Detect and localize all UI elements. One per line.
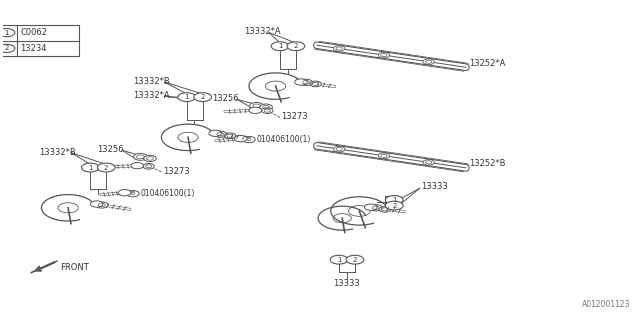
Circle shape xyxy=(214,131,227,137)
Text: 010406100(1): 010406100(1) xyxy=(257,135,311,144)
Text: 2: 2 xyxy=(392,203,396,209)
Text: 2: 2 xyxy=(294,43,298,49)
Circle shape xyxy=(260,104,273,110)
Text: 13333: 13333 xyxy=(422,182,448,191)
Circle shape xyxy=(95,202,108,208)
Circle shape xyxy=(369,205,382,211)
Circle shape xyxy=(250,102,264,109)
Text: 13273: 13273 xyxy=(281,112,307,121)
Text: A012001123: A012001123 xyxy=(582,300,631,309)
Text: FRONT: FRONT xyxy=(60,263,88,272)
Text: 2: 2 xyxy=(4,45,9,52)
Circle shape xyxy=(385,196,403,204)
Text: 1: 1 xyxy=(4,30,9,36)
Circle shape xyxy=(378,52,390,58)
Circle shape xyxy=(90,201,103,207)
Circle shape xyxy=(364,204,377,210)
Circle shape xyxy=(143,164,154,169)
Circle shape xyxy=(178,93,196,101)
Circle shape xyxy=(209,130,221,136)
Circle shape xyxy=(300,79,312,85)
Text: 2: 2 xyxy=(104,164,108,171)
Text: 1: 1 xyxy=(278,43,282,49)
Text: C0062: C0062 xyxy=(20,28,47,37)
Text: 13333: 13333 xyxy=(333,279,360,288)
Text: 2: 2 xyxy=(200,94,205,100)
Text: 13332*B: 13332*B xyxy=(40,148,76,156)
Text: 13234: 13234 xyxy=(20,44,47,53)
Circle shape xyxy=(346,255,364,264)
Text: 13273: 13273 xyxy=(163,166,189,175)
Text: 13256: 13256 xyxy=(97,145,123,154)
Circle shape xyxy=(243,136,255,143)
Circle shape xyxy=(385,201,403,210)
Circle shape xyxy=(249,107,262,114)
Text: 13332*A: 13332*A xyxy=(133,91,170,100)
Text: 2: 2 xyxy=(353,257,357,263)
Circle shape xyxy=(0,28,15,37)
Circle shape xyxy=(0,44,15,52)
Circle shape xyxy=(127,190,139,197)
Circle shape xyxy=(131,163,143,169)
Text: 010406100(1): 010406100(1) xyxy=(140,189,195,198)
Text: B: B xyxy=(247,137,251,142)
Circle shape xyxy=(310,81,321,87)
Text: 13256: 13256 xyxy=(212,94,239,103)
Text: B: B xyxy=(131,191,135,196)
Text: 13252*A: 13252*A xyxy=(469,59,506,68)
Circle shape xyxy=(379,206,390,212)
Circle shape xyxy=(194,93,211,101)
Circle shape xyxy=(287,42,305,51)
Circle shape xyxy=(143,155,156,162)
Circle shape xyxy=(118,189,131,196)
Text: 13332*B: 13332*B xyxy=(133,77,170,86)
Circle shape xyxy=(234,135,247,142)
Bar xyxy=(0,25,79,56)
Circle shape xyxy=(378,153,390,159)
Circle shape xyxy=(224,133,236,139)
Text: 1: 1 xyxy=(337,257,341,263)
Text: 1: 1 xyxy=(184,94,189,100)
Circle shape xyxy=(330,255,348,264)
Circle shape xyxy=(294,79,307,85)
Circle shape xyxy=(333,46,345,51)
Circle shape xyxy=(423,160,435,165)
Circle shape xyxy=(333,146,345,152)
Text: 1: 1 xyxy=(392,197,396,203)
Circle shape xyxy=(423,59,435,65)
Circle shape xyxy=(134,153,147,160)
Circle shape xyxy=(97,163,115,172)
Circle shape xyxy=(262,108,273,114)
Text: 1: 1 xyxy=(88,164,93,171)
Circle shape xyxy=(81,163,99,172)
Circle shape xyxy=(271,42,289,51)
Text: 13332*A: 13332*A xyxy=(244,27,280,36)
Text: 13252*B: 13252*B xyxy=(469,159,506,168)
